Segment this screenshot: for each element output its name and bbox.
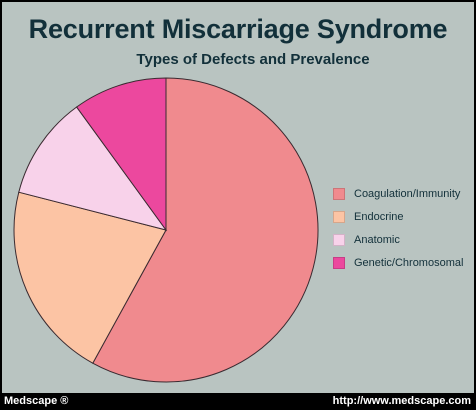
pie-slice-coagulation-immunity	[92, 77, 319, 383]
pie-slice-endocrine	[13, 191, 167, 364]
legend-item-endocrine: Endocrine	[333, 210, 404, 224]
legend-swatch-anatomic	[333, 234, 345, 247]
footer-url[interactable]: http://www.medscape.com	[332, 395, 471, 407]
legend-label-coagulation-immunity: Coagulation/Immunity	[354, 188, 461, 200]
legend-item-coagulation-immunity: Coagulation/Immunity	[333, 187, 460, 201]
footer-brand: Medscape ®	[4, 395, 69, 407]
legend-label-anatomic: Anatomic	[354, 234, 400, 246]
chart-title: Recurrent Miscarriage Syndrome	[28, 14, 448, 44]
legend-label-genetic-chromosomal: Genetic/Chromosomal	[354, 257, 464, 269]
pie-slice-anatomic	[18, 106, 168, 231]
chart-subtitle: Types of Defects and Prevalence	[136, 51, 370, 68]
legend-swatch-coagulation-immunity	[333, 188, 345, 201]
footer-bar: Medscape ® http://www.medscape.com	[0, 394, 476, 410]
legend-item-genetic-chromosomal: Genetic/Chromosomal	[333, 256, 463, 270]
legend-swatch-genetic-chromosomal	[333, 257, 345, 270]
legend-item-anatomic: Anatomic	[333, 233, 400, 247]
pie-slice-genetic-chromosomal	[75, 77, 167, 232]
legend-swatch-endocrine	[333, 211, 345, 224]
legend-label-endocrine: Endocrine	[354, 211, 404, 223]
